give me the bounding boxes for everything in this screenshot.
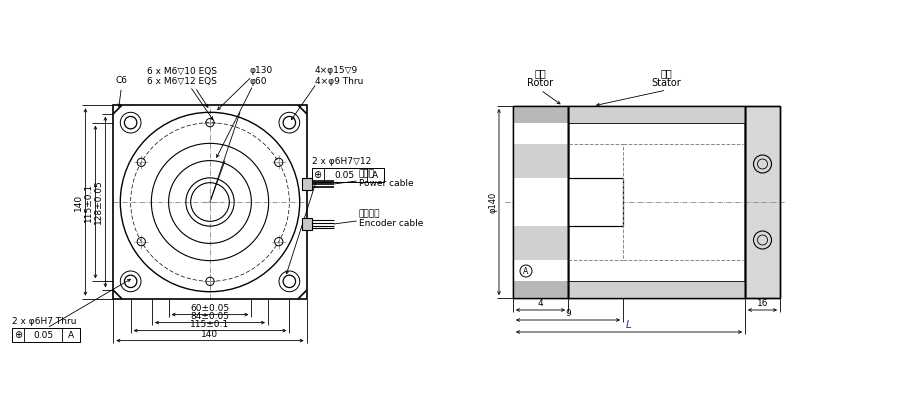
Text: 动力线: 动力线 <box>359 169 374 178</box>
Text: φ60: φ60 <box>250 78 268 86</box>
Text: 6 x M6▽12 EQS: 6 x M6▽12 EQS <box>147 76 217 85</box>
Text: 2 x φ6H7▽12: 2 x φ6H7▽12 <box>311 157 371 166</box>
Text: 140: 140 <box>74 194 83 210</box>
Bar <box>568 144 623 260</box>
Bar <box>301 218 312 230</box>
Bar <box>513 106 568 123</box>
Bar <box>513 226 568 260</box>
Text: φ140: φ140 <box>488 191 497 213</box>
Bar <box>568 281 745 298</box>
Text: Stator: Stator <box>651 78 681 88</box>
Text: 16: 16 <box>757 299 769 308</box>
Text: 2 x φ6H7 Thru: 2 x φ6H7 Thru <box>12 317 77 326</box>
Bar <box>12 328 80 342</box>
Text: 4×φ15▽9: 4×φ15▽9 <box>315 66 358 76</box>
Text: φ115h7: φ115h7 <box>520 192 529 221</box>
Text: ⊕: ⊕ <box>14 330 22 340</box>
Bar <box>513 178 568 226</box>
Bar <box>513 106 568 298</box>
Text: 4: 4 <box>538 299 543 308</box>
Text: φ35: φ35 <box>542 197 551 211</box>
Text: 115±0.1: 115±0.1 <box>85 183 94 221</box>
Text: 9: 9 <box>566 309 571 318</box>
Text: 0.05: 0.05 <box>33 330 53 339</box>
Text: 0.05: 0.05 <box>335 170 354 179</box>
Text: φ85h7: φ85h7 <box>530 195 539 219</box>
Bar <box>568 106 745 298</box>
Text: A: A <box>68 330 74 339</box>
Bar <box>513 106 568 298</box>
Text: 编码器线: 编码器线 <box>359 209 380 218</box>
Text: Power cable: Power cable <box>359 179 413 188</box>
Bar <box>513 260 568 281</box>
Text: 转子: 转子 <box>535 68 547 78</box>
Text: 84±0.05: 84±0.05 <box>190 311 229 321</box>
Text: ⊕: ⊕ <box>314 170 322 180</box>
Text: A: A <box>523 267 529 276</box>
Bar <box>513 281 568 298</box>
Text: 140: 140 <box>201 330 218 339</box>
Text: A: A <box>372 170 378 179</box>
Bar <box>311 168 383 182</box>
Bar <box>568 106 745 298</box>
Text: 60±0.05: 60±0.05 <box>190 303 230 313</box>
Bar <box>301 178 312 190</box>
Bar <box>513 144 568 178</box>
Text: 4×φ9 Thru: 4×φ9 Thru <box>315 78 363 86</box>
Bar <box>568 106 745 123</box>
Text: φ28: φ28 <box>552 197 561 211</box>
Text: φ130: φ130 <box>250 66 273 76</box>
Text: 128±0.05: 128±0.05 <box>95 180 104 224</box>
Text: 115±0.1: 115±0.1 <box>190 320 230 328</box>
Bar <box>114 105 307 299</box>
Text: Encoder cable: Encoder cable <box>359 219 423 228</box>
Text: Rotor: Rotor <box>528 78 554 88</box>
Bar <box>568 178 623 226</box>
Text: L: L <box>626 320 632 330</box>
Text: C6: C6 <box>115 76 127 85</box>
Text: 6 x M6▽10 EQS: 6 x M6▽10 EQS <box>147 66 217 76</box>
Text: 定子: 定子 <box>660 68 672 78</box>
Bar <box>745 106 780 298</box>
Bar <box>513 123 568 144</box>
Bar <box>745 106 780 298</box>
